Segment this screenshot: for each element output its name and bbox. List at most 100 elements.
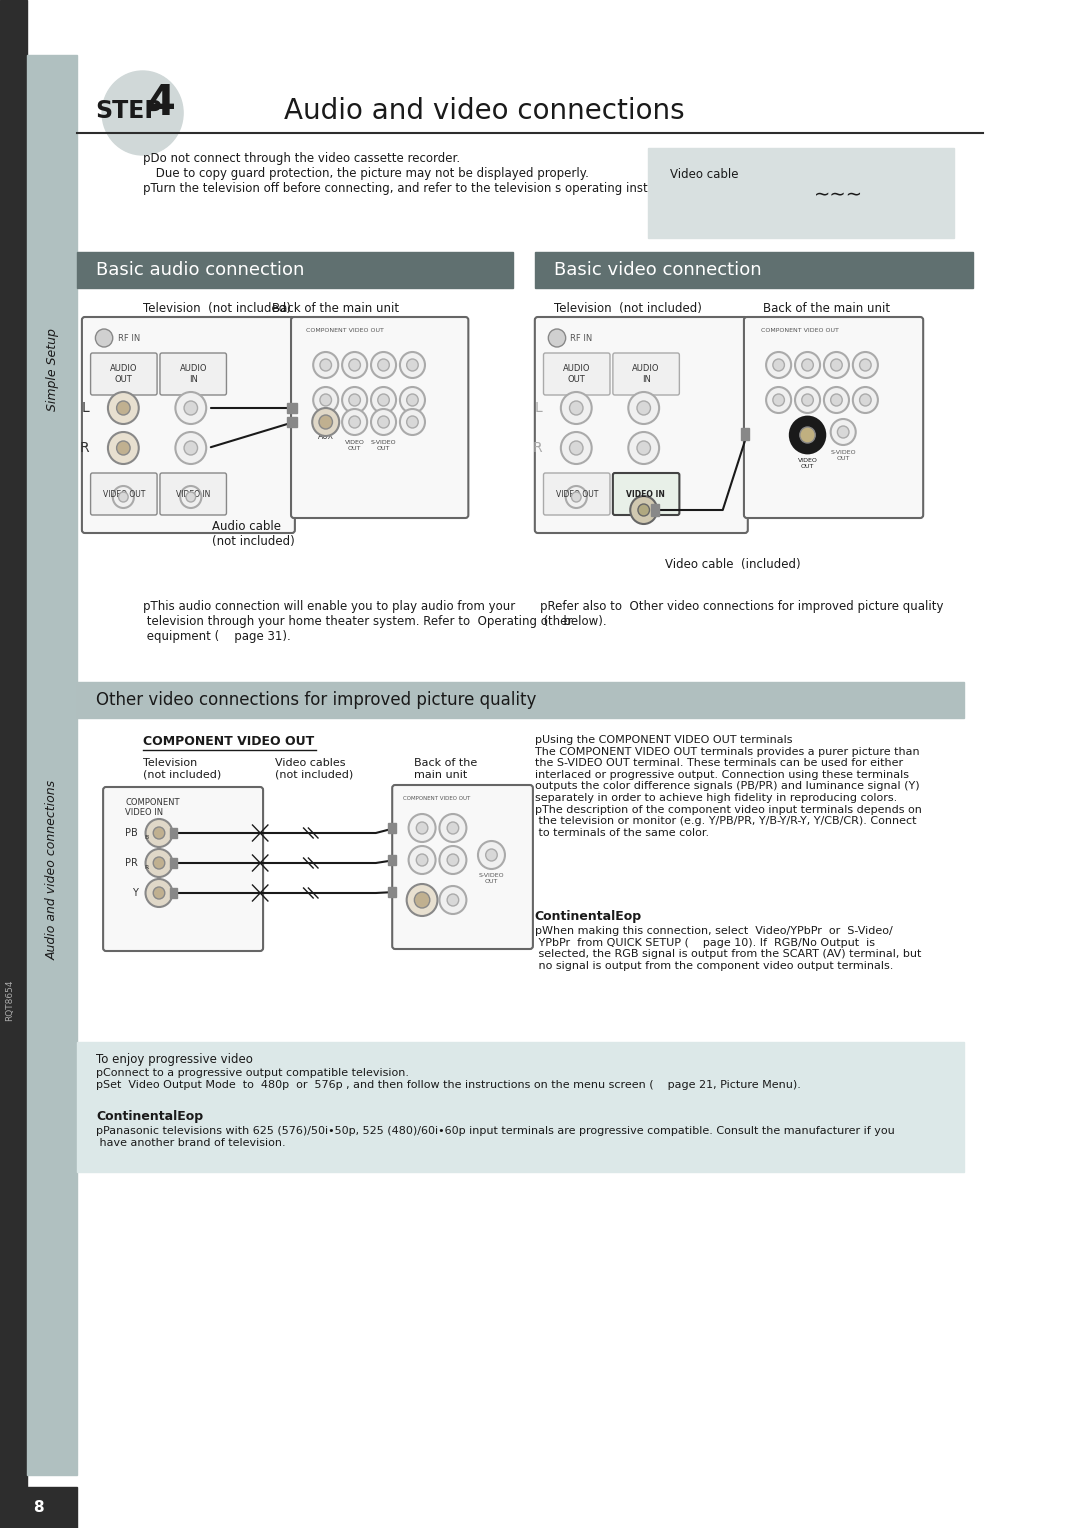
Circle shape bbox=[108, 432, 138, 465]
Circle shape bbox=[637, 400, 650, 416]
Text: PR: PR bbox=[125, 859, 138, 868]
Text: Back of the
main unit: Back of the main unit bbox=[415, 758, 477, 779]
Bar bbox=[648, 148, 954, 238]
Bar bbox=[0, 1487, 77, 1528]
Circle shape bbox=[400, 410, 424, 435]
Bar bbox=[77, 252, 513, 287]
Text: Back of the main unit: Back of the main unit bbox=[764, 303, 890, 315]
Bar bbox=[170, 888, 177, 898]
FancyBboxPatch shape bbox=[82, 316, 295, 533]
Text: STEP: STEP bbox=[95, 99, 162, 122]
Circle shape bbox=[447, 894, 459, 906]
Text: R: R bbox=[80, 442, 90, 455]
FancyBboxPatch shape bbox=[612, 474, 679, 515]
Circle shape bbox=[103, 70, 184, 154]
Circle shape bbox=[312, 408, 339, 435]
Circle shape bbox=[853, 351, 878, 377]
Text: R: R bbox=[145, 865, 149, 869]
Text: Video cables
(not included): Video cables (not included) bbox=[274, 758, 353, 779]
Text: Television  (not included): Television (not included) bbox=[143, 303, 291, 315]
Circle shape bbox=[342, 351, 367, 377]
Text: VIDEO
OUT: VIDEO OUT bbox=[798, 458, 818, 469]
Text: pWhen making this connection, select  Video/YPbPr  or  S-Video/
 YPbPr  from QUI: pWhen making this connection, select Vid… bbox=[535, 926, 921, 970]
Text: pTurn the television off before connecting, and refer to the television s operat: pTurn the television off before connecti… bbox=[143, 182, 699, 196]
Text: Y: Y bbox=[132, 888, 138, 898]
Circle shape bbox=[773, 359, 784, 371]
Circle shape bbox=[440, 814, 467, 842]
Text: AUX: AUX bbox=[318, 432, 334, 442]
Text: AUDIO
IN: AUDIO IN bbox=[633, 364, 660, 384]
Circle shape bbox=[146, 819, 173, 847]
Text: pRefer also to  Other video connections for improved picture quality
 (    below: pRefer also to Other video connections f… bbox=[540, 601, 943, 628]
Circle shape bbox=[119, 492, 129, 503]
Text: R: R bbox=[532, 442, 542, 455]
Text: pPanasonic televisions with 625 (576)/50i•50p, 525 (480)/60i•60p input terminals: pPanasonic televisions with 625 (576)/50… bbox=[96, 1126, 895, 1148]
Circle shape bbox=[773, 394, 784, 406]
Bar bbox=[389, 856, 396, 865]
Text: Audio and video connections: Audio and video connections bbox=[45, 779, 58, 960]
Bar bbox=[389, 886, 396, 897]
FancyBboxPatch shape bbox=[543, 353, 610, 396]
Text: AUDIO
IN: AUDIO IN bbox=[179, 364, 207, 384]
Bar bbox=[287, 403, 297, 413]
Text: 8: 8 bbox=[33, 1500, 44, 1516]
Text: Basic video connection: Basic video connection bbox=[554, 261, 761, 280]
Text: pUsing the COMPONENT VIDEO OUT terminals
The COMPONENT VIDEO OUT terminals provi: pUsing the COMPONENT VIDEO OUT terminals… bbox=[535, 735, 921, 837]
Circle shape bbox=[313, 387, 338, 413]
Circle shape bbox=[801, 394, 813, 406]
FancyBboxPatch shape bbox=[91, 353, 157, 396]
Text: Other video connections for improved picture quality: Other video connections for improved pic… bbox=[96, 691, 537, 709]
Circle shape bbox=[146, 850, 173, 877]
Circle shape bbox=[320, 394, 332, 406]
Circle shape bbox=[447, 854, 459, 866]
Circle shape bbox=[837, 426, 849, 439]
Circle shape bbox=[407, 394, 418, 406]
Text: AUDIO
OUT: AUDIO OUT bbox=[110, 364, 137, 384]
Circle shape bbox=[153, 886, 165, 898]
Circle shape bbox=[831, 419, 855, 445]
Text: COMPONENT VIDEO OUT: COMPONENT VIDEO OUT bbox=[143, 735, 314, 749]
FancyBboxPatch shape bbox=[612, 353, 679, 396]
Circle shape bbox=[378, 416, 389, 428]
FancyBboxPatch shape bbox=[543, 474, 610, 515]
Circle shape bbox=[791, 417, 825, 452]
Circle shape bbox=[824, 387, 849, 413]
Circle shape bbox=[184, 400, 198, 416]
Text: VIDEO OUT: VIDEO OUT bbox=[103, 489, 145, 498]
Circle shape bbox=[108, 393, 138, 423]
Circle shape bbox=[117, 442, 130, 455]
Circle shape bbox=[175, 393, 206, 423]
Circle shape bbox=[349, 416, 361, 428]
Text: L: L bbox=[82, 400, 90, 416]
Circle shape bbox=[112, 486, 134, 507]
FancyBboxPatch shape bbox=[91, 474, 157, 515]
Circle shape bbox=[561, 393, 592, 423]
Circle shape bbox=[631, 497, 658, 524]
Circle shape bbox=[824, 351, 849, 377]
Circle shape bbox=[415, 892, 430, 908]
Circle shape bbox=[372, 351, 396, 377]
Bar bbox=[170, 828, 177, 837]
FancyBboxPatch shape bbox=[744, 316, 923, 518]
Text: S-VIDEO
OUT: S-VIDEO OUT bbox=[370, 440, 396, 451]
Circle shape bbox=[795, 387, 820, 413]
FancyBboxPatch shape bbox=[291, 316, 469, 518]
Text: B: B bbox=[145, 834, 149, 839]
Circle shape bbox=[549, 329, 566, 347]
Circle shape bbox=[629, 393, 659, 423]
Circle shape bbox=[478, 840, 505, 869]
Circle shape bbox=[349, 394, 361, 406]
Circle shape bbox=[629, 432, 659, 465]
Circle shape bbox=[440, 847, 467, 874]
Circle shape bbox=[153, 827, 165, 839]
Circle shape bbox=[416, 822, 428, 834]
Circle shape bbox=[407, 416, 418, 428]
Text: Due to copy guard protection, the picture may not be displayed properly.: Due to copy guard protection, the pictur… bbox=[152, 167, 589, 180]
Text: Video cable: Video cable bbox=[670, 168, 739, 180]
Text: Audio cable
(not included): Audio cable (not included) bbox=[212, 520, 295, 549]
Circle shape bbox=[408, 847, 435, 874]
Circle shape bbox=[569, 400, 583, 416]
Text: Back of the main unit: Back of the main unit bbox=[272, 303, 399, 315]
Circle shape bbox=[766, 351, 792, 377]
Circle shape bbox=[571, 492, 581, 503]
